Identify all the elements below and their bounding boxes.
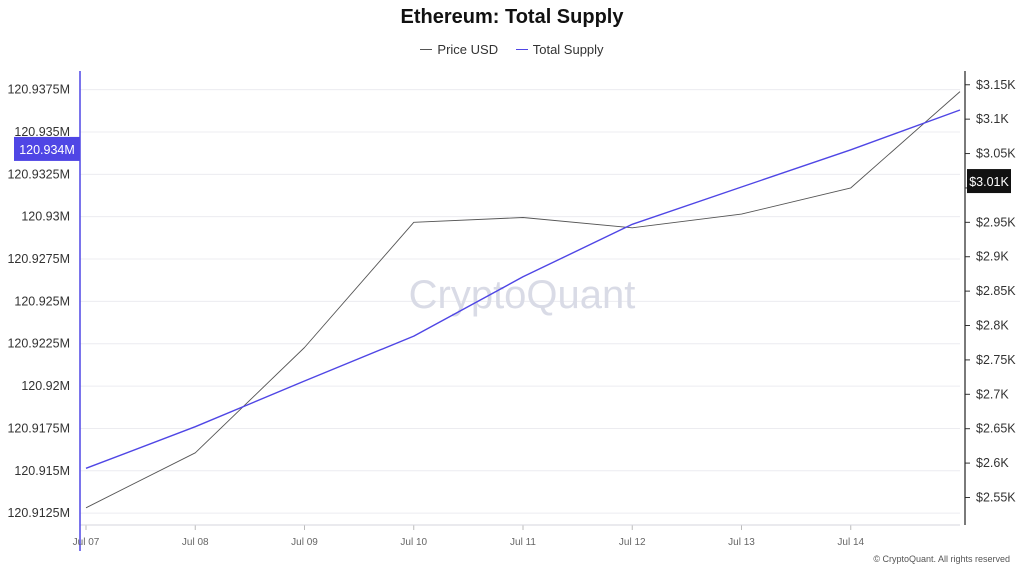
legend-label-price-usd: Price USD (437, 42, 499, 57)
axis-labels: 120.9125M 120.915M 120.9175M 120.92M 120.922… (7, 78, 1016, 548)
left-tick-label: 120.9175M (7, 421, 70, 435)
left-tick-label: 120.9225M (7, 337, 70, 351)
right-tick-label: $2.6K (976, 456, 1009, 470)
left-tick-label: 120.9375M (7, 83, 70, 97)
x-tick-label: Jul 10 (400, 537, 427, 548)
x-tick-label: Jul 13 (728, 537, 755, 548)
right-tick-label: $2.75K (976, 353, 1016, 367)
left-tick-label: 120.915M (14, 464, 70, 478)
right-tick-label: $2.7K (976, 387, 1009, 401)
left-tick-label: 120.9325M (7, 167, 70, 181)
series-line-total-supply[interactable] (85, 109, 961, 469)
x-tick-label: Jul 07 (73, 537, 100, 548)
x-tick-label: Jul 12 (619, 537, 646, 548)
left-tick-label: 120.92M (21, 379, 70, 393)
right-tick-label: $3.15K (976, 78, 1016, 92)
x-tick-label: Jul 08 (182, 537, 209, 548)
legend-swatch-price-usd (420, 49, 433, 50)
copyright-notice: © CryptoQuant. All rights reserved (873, 554, 1010, 564)
right-tick-label: $2.55K (976, 490, 1016, 504)
legend: Price USD Total Supply (0, 38, 1024, 57)
legend-item-price-usd[interactable]: Price USD (420, 42, 498, 57)
legend-item-total-supply[interactable]: Total Supply (515, 42, 604, 57)
x-tick-label: Jul 09 (291, 537, 318, 548)
left-current-value-label: 120.934M (19, 143, 75, 157)
right-current-value-label: $3.01K (969, 175, 1009, 189)
x-tick-label: Jul 14 (837, 537, 864, 548)
left-tick-label: 120.9275M (7, 252, 70, 266)
right-tick-label: $3.1K (976, 112, 1009, 126)
right-tick-label: $2.65K (976, 422, 1016, 436)
left-tick-label: 120.93M (21, 210, 70, 224)
x-tick-label: Jul 11 (510, 537, 536, 548)
left-current-value-tag (14, 136, 80, 161)
left-tick-label: 120.9125M (7, 506, 70, 520)
series[interactable] (85, 91, 961, 509)
legend-swatch-total-supply (515, 49, 528, 50)
grid-lines (80, 89, 960, 514)
right-current-value-tag (967, 169, 1011, 194)
right-tick-label: $2.85K (976, 284, 1016, 298)
right-tick-label: $2.8K (976, 319, 1009, 333)
left-tick-label: 120.935M (14, 125, 70, 139)
right-tick-label: $2.9K (976, 250, 1009, 264)
right-tick-label: $3.05K (976, 147, 1016, 161)
right-tick-label: $2.95K (976, 215, 1016, 229)
watermark: CryptoQuant (409, 273, 636, 317)
series-line-price-usd[interactable] (85, 91, 961, 509)
legend-label-total-supply: Total Supply (532, 42, 604, 57)
left-tick-label: 120.925M (14, 294, 70, 308)
chart-title: Ethereum: Total Supply (400, 6, 624, 28)
